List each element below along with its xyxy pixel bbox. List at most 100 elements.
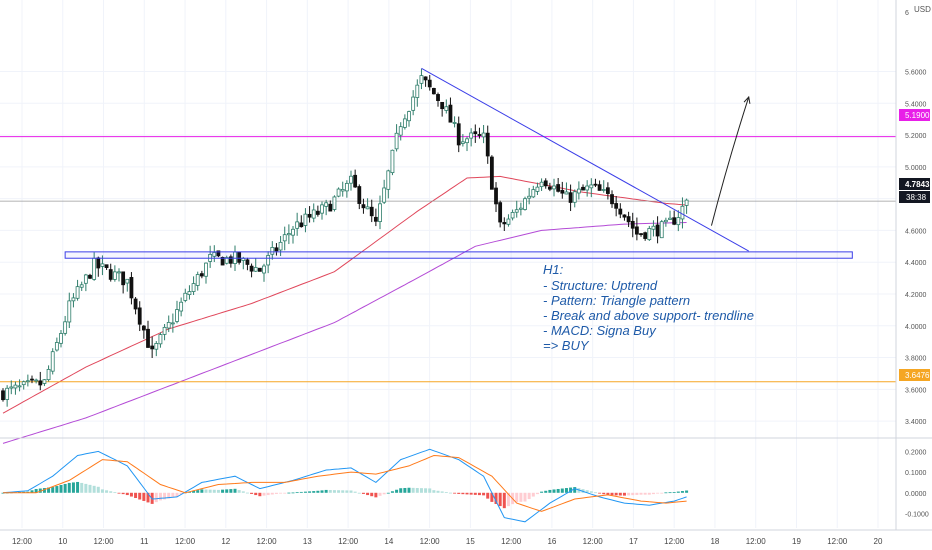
macd-histogram-bar [585,490,589,493]
macd-histogram-bar [26,491,30,493]
candle-body [523,198,527,210]
candle-body [589,184,594,189]
x-tick-label: 18 [710,537,719,546]
candle-body [63,321,68,334]
macd-histogram-bar [407,487,411,493]
candle-body [245,259,250,265]
candle-body [13,384,18,389]
svg-text:38:38: 38:38 [906,193,927,202]
candle-body [552,185,556,190]
candle-body [17,385,22,388]
candle-body [556,184,561,192]
x-tick-label: 13 [303,537,312,546]
candle-body [506,218,511,225]
annotation-line-2: - Structure: Uptrend [543,278,658,293]
macd-histogram-bar [341,490,345,493]
candle-body [365,206,370,210]
candle-body [50,351,55,372]
candle-body [543,180,548,187]
macd-histogram-bar [34,488,38,493]
macd-histogram-bar [502,492,506,509]
macd-histogram-bar [38,488,42,493]
x-tick-label: 12:00 [664,537,685,546]
candle-body [286,233,291,236]
macd-histogram-bar [208,489,212,493]
macd-histogram-bar [80,482,84,493]
candle-body [564,191,569,195]
candle-body [465,138,469,144]
macd-histogram-bar [117,492,121,494]
macd-histogram-bar [171,492,175,498]
macd-histogram-bar [328,490,332,493]
candle-body [373,216,378,222]
candle-body [402,118,407,128]
candle-body [100,263,105,267]
macd-histogram-bar [237,490,241,493]
candle-body [489,156,494,190]
macd-histogram-bar [349,490,353,493]
candle-body [1,390,5,401]
x-tick-label: 10 [58,537,67,546]
x-tick-label: 15 [466,537,475,546]
candle-body [311,209,316,219]
candle-body [407,111,411,122]
macd-histogram-bar [519,492,523,502]
candle-body [204,262,208,277]
macd-histogram-bar [337,490,341,493]
macd-histogram-bar [448,492,452,494]
candle-body [386,170,391,190]
macd-histogram-bar [299,491,303,493]
annotation-line-1: H1: [543,262,564,277]
candle-body [21,381,26,386]
candle-body [303,213,308,226]
annotation-line-5: - MACD: Signa Buy [543,323,657,338]
ma-slow-line [2,222,687,444]
y-tick-label: 5.0000 [905,165,927,172]
x-tick-label: 12:00 [338,537,359,546]
macd-histogram-bar [332,490,336,493]
candle-body [117,271,121,274]
macd-histogram-bar [129,492,133,497]
candle-body [30,378,34,381]
macd-histogram-bar [287,492,291,494]
candle-body [191,283,196,292]
candle-body [626,216,631,223]
candle-body [79,284,84,288]
macd-histogram-bar [266,492,270,496]
macd-histogram-bar [142,492,146,501]
macd-histogram-bar [424,488,428,493]
macd-histogram-bar [229,489,233,493]
candle-body [378,203,382,222]
macd-histogram-bar [179,492,183,495]
macd-histogram-bar [154,492,158,503]
macd-histogram-bar [270,492,274,495]
macd-histogram-bar [440,491,444,493]
macd-histogram-bar [660,492,664,494]
candle-body [324,202,329,207]
macd-histogram-bar [403,487,407,493]
candle-body [614,203,619,209]
macd-histogram-bar [647,492,651,495]
macd-histogram-bar [614,492,618,496]
candle-body [622,214,627,218]
macd-y-tick-label: 0.2000 [905,449,927,456]
candle-body [278,241,283,251]
macd-histogram-bar [63,483,67,493]
candle-body [270,247,275,255]
macd-histogram-bar [656,492,660,494]
candle-body [133,298,138,310]
x-tick-label: 12:00 [94,537,115,546]
macd-histogram-bar [245,492,249,494]
macd-histogram-bar [486,492,490,499]
macd-histogram-bar [175,492,179,497]
forecast-arrow-head [743,95,751,104]
candle-body [444,106,449,111]
drawings [64,67,853,259]
candle-body [593,183,598,186]
macd-histogram-bar [357,492,361,494]
candle-body [676,217,681,226]
macd-histogram-bar [399,488,403,493]
candle-body [5,387,10,400]
